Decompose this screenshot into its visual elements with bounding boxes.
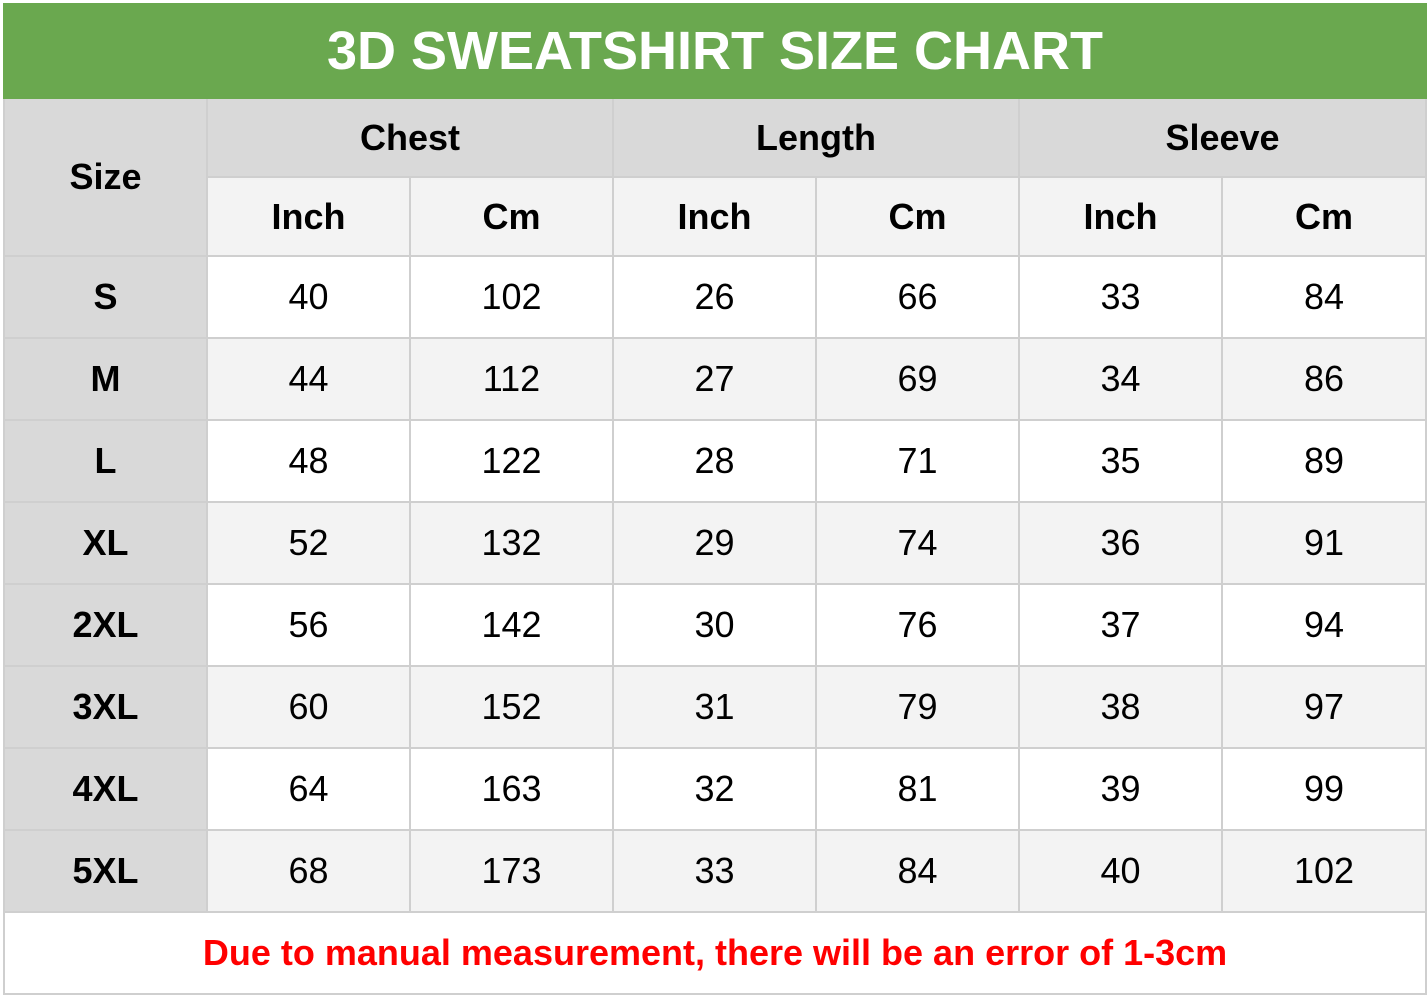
value-cell: 102: [409, 255, 614, 339]
value-cell: 48: [206, 419, 411, 503]
size-header: Size: [3, 97, 208, 257]
value-cell: 81: [815, 747, 1020, 831]
value-cell: 38: [1018, 665, 1223, 749]
value-cell: 34: [1018, 337, 1223, 421]
value-cell: 44: [206, 337, 411, 421]
unit-header: Cm: [815, 176, 1020, 257]
value-cell: 28: [612, 419, 817, 503]
value-cell: 64: [206, 747, 411, 831]
sleeve-header: Sleeve: [1017, 97, 1428, 178]
value-cell: 89: [1220, 419, 1428, 503]
chart-title: 3D SWEATSHIRT SIZE CHART: [2, 3, 1428, 99]
value-cell: 142: [409, 583, 614, 667]
value-cell: 69: [815, 337, 1020, 421]
value-cell: 33: [612, 829, 817, 913]
value-cell: 86: [1220, 337, 1428, 421]
value-cell: 31: [612, 665, 817, 749]
value-cell: 99: [1220, 747, 1428, 831]
value-cell: 94: [1220, 583, 1428, 667]
value-cell: 102: [1220, 829, 1428, 913]
value-cell: 36: [1018, 501, 1223, 585]
size-cell: S: [3, 255, 208, 339]
value-cell: 173: [409, 829, 614, 913]
value-cell: 163: [409, 747, 614, 831]
unit-header: Cm: [1220, 176, 1428, 257]
size-cell: L: [3, 419, 208, 503]
value-cell: 79: [815, 665, 1020, 749]
value-cell: 40: [1018, 829, 1223, 913]
value-cell: 37: [1018, 583, 1223, 667]
table-row: S 40 102 26 66 33 84: [3, 255, 1428, 339]
size-cell: M: [3, 337, 208, 421]
table-row: 3XL 60 152 31 79 38 97: [3, 665, 1428, 749]
size-cell: 3XL: [3, 665, 208, 749]
unit-header: Inch: [612, 176, 817, 257]
value-cell: 27: [612, 337, 817, 421]
measurement-note: Due to manual measurement, there will be…: [2, 911, 1428, 995]
value-cell: 30: [612, 583, 817, 667]
size-chart-table: 3D SWEATSHIRT SIZE CHART Size Chest Leng…: [2, 3, 1428, 995]
size-cell: 5XL: [3, 829, 208, 913]
chest-header: Chest: [206, 97, 614, 178]
value-cell: 60: [206, 665, 411, 749]
table-row: XL 52 132 29 74 36 91: [3, 501, 1428, 585]
value-cell: 74: [815, 501, 1020, 585]
value-cell: 35: [1018, 419, 1223, 503]
value-cell: 68: [206, 829, 411, 913]
value-cell: 33: [1018, 255, 1223, 339]
size-cell: 4XL: [3, 747, 208, 831]
value-cell: 84: [815, 829, 1020, 913]
value-cell: 152: [409, 665, 614, 749]
value-cell: 32: [612, 747, 817, 831]
value-cell: 132: [409, 501, 614, 585]
value-cell: 97: [1220, 665, 1428, 749]
table-row: M 44 112 27 69 34 86: [3, 337, 1428, 421]
table-row: 4XL 64 163 32 81 39 99: [3, 747, 1428, 831]
value-cell: 122: [409, 419, 614, 503]
value-cell: 71: [815, 419, 1020, 503]
value-cell: 84: [1220, 255, 1428, 339]
value-cell: 56: [206, 583, 411, 667]
table-row: L 48 122 28 71 35 89: [3, 419, 1428, 503]
value-cell: 112: [409, 337, 614, 421]
length-header: Length: [612, 97, 1020, 178]
table-row: 5XL 68 173 33 84 40 102: [3, 829, 1428, 913]
unit-header: Inch: [206, 176, 411, 257]
table-row: 2XL 56 142 30 76 37 94: [3, 583, 1428, 667]
size-cell: 2XL: [3, 583, 208, 667]
unit-header: Cm: [409, 176, 614, 257]
value-cell: 26: [612, 255, 817, 339]
unit-header: Inch: [1018, 176, 1223, 257]
value-cell: 91: [1220, 501, 1428, 585]
value-cell: 66: [815, 255, 1020, 339]
value-cell: 40: [206, 255, 411, 339]
value-cell: 39: [1018, 747, 1223, 831]
value-cell: 76: [815, 583, 1020, 667]
value-cell: 29: [612, 501, 817, 585]
size-cell: XL: [3, 501, 208, 585]
value-cell: 52: [206, 501, 411, 585]
